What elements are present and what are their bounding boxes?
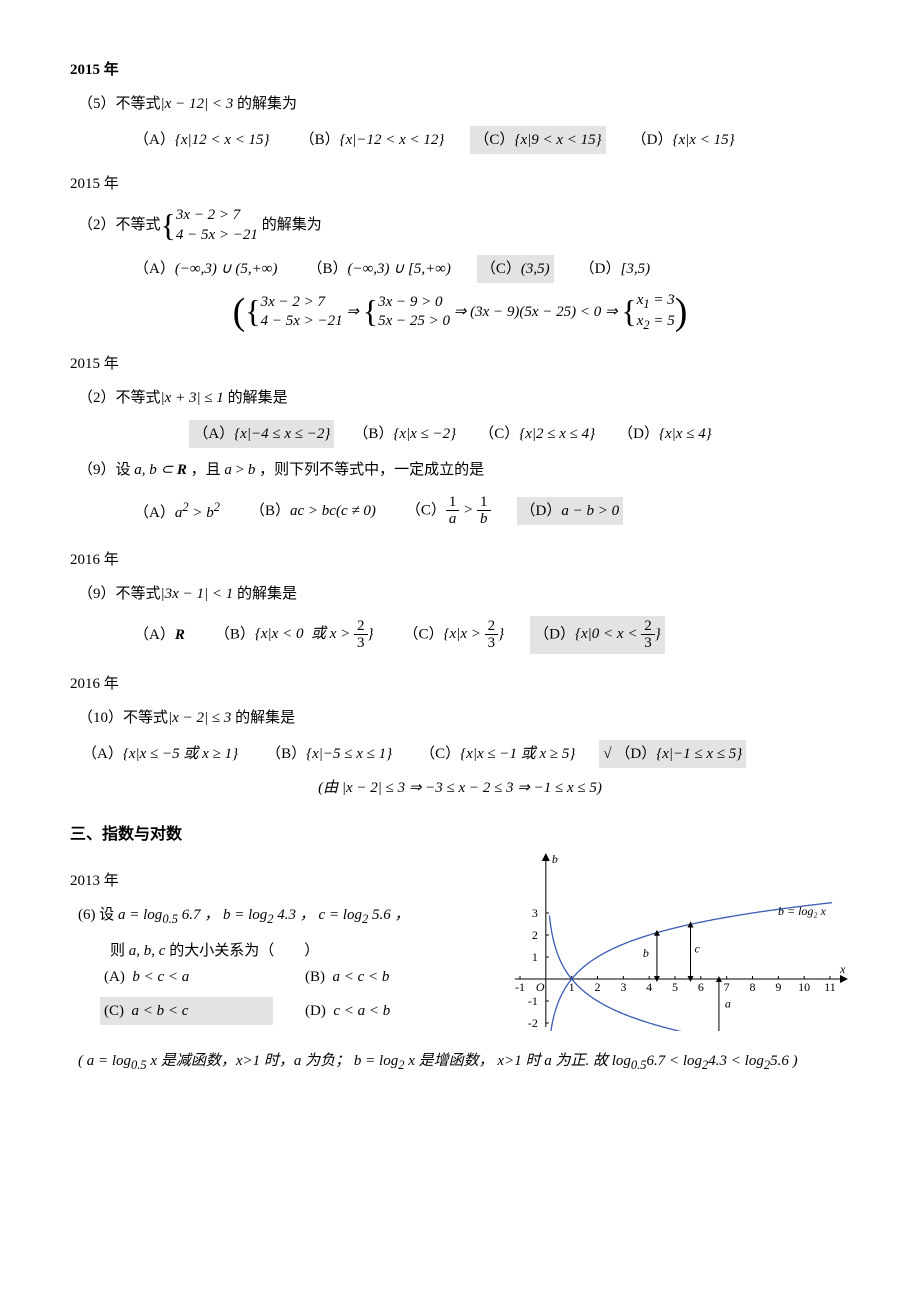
option: （C）(3,5) xyxy=(477,255,554,283)
worked-solution: (由 |x − 2| ≤ 3 ⇒ −3 ≤ x − 2 ≤ 3 ⇒ −1 ≤ x… xyxy=(70,776,850,800)
year-heading: 2016 年 xyxy=(70,548,850,572)
option: （D）{x|x ≤ 4} xyxy=(614,420,716,448)
svg-text:6: 6 xyxy=(698,980,704,994)
question: （2）不等式|x + 3| ≤ 1 的解集是 xyxy=(78,386,850,410)
options: （A）{x|x ≤ −5 或 x ≥ 1} （B）{x|−5 ≤ x ≤ 1} （C… xyxy=(78,740,850,768)
worked-solution: ({3x − 2 > 74 − 5x > −21 ⇒ {3x − 9 > 05x… xyxy=(70,291,850,334)
year-heading: 2015 年 xyxy=(70,352,850,376)
svg-text:x: x xyxy=(839,962,846,976)
option: (A) b < c < a xyxy=(100,963,273,991)
svg-text:1: 1 xyxy=(532,950,538,964)
svg-text:7: 7 xyxy=(724,980,730,994)
explanation-note: ( a = log0.5 x 是减函数，x>1 时，a 为负； b = log2… xyxy=(78,1049,850,1075)
svg-text:11: 11 xyxy=(824,980,836,994)
option: （A）a2 > b2 xyxy=(130,495,224,527)
question-sub: 则 a, b, c 的大小关系为（ ） xyxy=(110,939,474,963)
option: （B）{x|−12 < x < 12} xyxy=(296,126,449,154)
option: （D）{x|x < 15} xyxy=(628,126,739,154)
year-heading: 2015 年 xyxy=(70,172,850,196)
option: (D) c < a < b xyxy=(301,997,474,1025)
option: （A）{x|12 < x < 15} xyxy=(130,126,274,154)
svg-text:a: a xyxy=(725,997,731,1011)
options: （A）{x|−4 ≤ x ≤ −2} （B）{x|x ≤ −2} （C）{x|2… xyxy=(70,420,850,448)
question: （2）不等式{3x − 2 > 74 − 5x > −21 的解集为 xyxy=(78,206,850,245)
log-chart: -11234567891011-3-2-1123 O x b b c a b =… xyxy=(490,851,850,1031)
question: (6) 设 a = log0.5 6.7 ， b = log2 4.3 ， c … xyxy=(78,903,474,929)
svg-text:2: 2 xyxy=(532,928,538,942)
option: （A）R xyxy=(130,621,189,649)
options: （A）a2 > b2 （B）ac > bc(c ≠ 0) （C）1a > 1b （D）… xyxy=(130,492,850,530)
svg-text:b: b xyxy=(643,946,649,960)
option: (C) a < b < c xyxy=(100,997,273,1025)
question: （9）不等式|3x − 1| < 1 的解集是 xyxy=(78,582,850,606)
option: （C）{x|x > 23} xyxy=(400,616,509,654)
svg-text:2: 2 xyxy=(595,980,601,994)
svg-text:3: 3 xyxy=(532,906,538,920)
options: （A）R （B）{x|x < 0 或 x > 23} （C）{x|x > 23} （D… xyxy=(130,616,850,654)
svg-text:8: 8 xyxy=(750,980,756,994)
option: （B）ac > bc(c ≠ 0) xyxy=(246,497,380,525)
question: （9）设 a, b ⊂ R ，且 a > b ，则下列不等式中，一定成立的是 xyxy=(78,458,850,482)
option: （C）{x|x ≤ −1 或 x ≥ 5} xyxy=(416,740,579,768)
option: （A）{x|−4 ≤ x ≤ −2} xyxy=(189,420,334,448)
svg-text:4: 4 xyxy=(646,980,652,994)
option: （B）{x|x ≤ −2} xyxy=(349,420,460,448)
svg-text:b: b xyxy=(552,852,558,866)
option: （B）{x|x < 0 或 x > 23} xyxy=(211,616,378,654)
year-heading: 2015 年 xyxy=(70,58,850,82)
option: (B) a < c < b xyxy=(301,963,474,991)
option: （C）{x|2 ≤ x ≤ 4} xyxy=(475,420,599,448)
option: （D）[3,5) xyxy=(576,255,654,283)
option: √ （D）{x|−1 ≤ x ≤ 5} xyxy=(599,740,746,768)
svg-text:-2: -2 xyxy=(528,1016,538,1030)
svg-text:-1: -1 xyxy=(515,980,525,994)
question: （10）不等式|x − 2| ≤ 3 的解集是 xyxy=(78,706,850,730)
options: （A）{x|12 < x < 15} （B）{x|−12 < x < 12} （C）… xyxy=(130,126,850,154)
option: （C）{x|9 < x < 15} xyxy=(470,126,605,154)
question: （5）不等式|x − 12| < 3 的解集为 xyxy=(78,92,850,116)
section-heading: 三、指数与对数 xyxy=(70,822,850,848)
svg-text:b = log₂ x: b = log₂ x xyxy=(778,904,827,918)
svg-text:10: 10 xyxy=(798,980,810,994)
option: （A）{x|x ≤ −5 或 x ≥ 1} xyxy=(78,740,242,768)
svg-text:3: 3 xyxy=(620,980,626,994)
svg-text:5: 5 xyxy=(672,980,678,994)
svg-text:-1: -1 xyxy=(528,994,538,1008)
svg-text:c: c xyxy=(695,942,701,956)
option: （D）a − b > 0 xyxy=(517,497,624,525)
svg-text:O: O xyxy=(536,980,545,994)
option: （C）1a > 1b xyxy=(402,492,495,530)
option: （B）(−∞,3) ∪ [5,+∞) xyxy=(303,255,454,283)
options: (A) b < c < a (B) a < c < b (C) a < b < c (… xyxy=(100,963,474,1025)
option: （A）(−∞,3) ∪ (5,+∞) xyxy=(130,255,281,283)
option: （D）{x|0 < x < 23} xyxy=(530,616,665,654)
year-heading: 2016 年 xyxy=(70,672,850,696)
svg-text:9: 9 xyxy=(775,980,781,994)
option: （B）{x|−5 ≤ x ≤ 1} xyxy=(262,740,396,768)
options: （A）(−∞,3) ∪ (5,+∞) （B）(−∞,3) ∪ [5,+∞) （C）(… xyxy=(130,255,850,283)
